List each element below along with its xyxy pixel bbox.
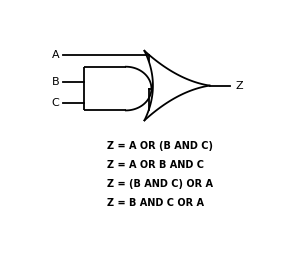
Text: Z = A OR (B AND C): Z = A OR (B AND C) <box>107 141 213 151</box>
Text: A: A <box>52 50 59 60</box>
Text: Z = A OR B AND C: Z = A OR B AND C <box>107 160 204 170</box>
Text: Z = B AND C OR A: Z = B AND C OR A <box>107 198 204 208</box>
Text: Z: Z <box>235 80 243 91</box>
Text: Z = (B AND C) OR A: Z = (B AND C) OR A <box>107 179 213 189</box>
Text: B: B <box>52 77 59 87</box>
Text: C: C <box>52 99 59 108</box>
